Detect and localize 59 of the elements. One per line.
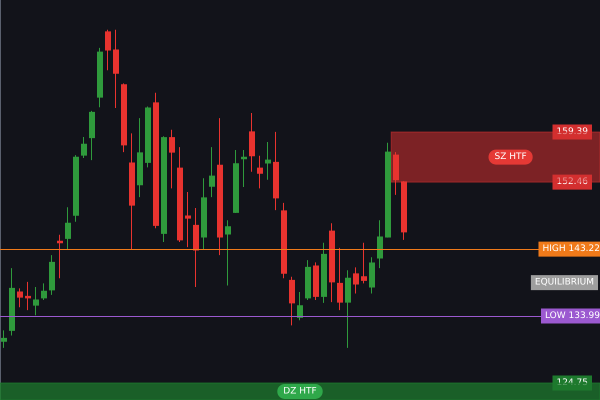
candlestick [185, 192, 191, 248]
candlestick [369, 256, 375, 294]
candlestick [145, 106, 151, 168]
band-label: DZ HTF [283, 386, 317, 396]
candlestick [49, 254, 55, 296]
candlestick [137, 118, 143, 198]
candlestick [281, 202, 287, 279]
y-tick-label: 124.75 [556, 378, 588, 388]
candlestick [345, 270, 351, 348]
candlestick [169, 129, 175, 189]
candlestick [25, 281, 31, 311]
candlestick [249, 112, 255, 172]
y-tick-label: 159.39 [556, 126, 588, 137]
annotation: EQUILIBRIUM [534, 278, 594, 288]
candlestick [193, 207, 199, 288]
candlestick [377, 220, 383, 269]
candlestick [57, 234, 63, 279]
candlestick [297, 292, 303, 321]
candlestick [321, 242, 327, 304]
candlestick [217, 118, 223, 256]
candlestick [33, 286, 39, 316]
ref-line-label: HIGH 143.22 [542, 244, 600, 254]
y-tick-label: 152.46 [556, 177, 588, 188]
candlestick [393, 152, 399, 196]
candlestick [121, 82, 127, 153]
band-label: SZ HTF [494, 152, 527, 162]
candlestick [65, 206, 71, 250]
candlestick [209, 146, 215, 198]
candlestick [105, 29, 111, 71]
candlestick [73, 154, 79, 222]
candlestick [313, 262, 319, 300]
candlestick [41, 282, 47, 300]
candlestick [177, 146, 183, 243]
candlestick [385, 142, 391, 238]
candlestick [241, 150, 247, 188]
candlestick [89, 110, 95, 161]
candlestick [225, 220, 231, 286]
candlestick [81, 136, 87, 158]
candlestick [9, 268, 15, 336]
candlestick [401, 180, 407, 240]
candlestick [1, 330, 7, 348]
candlestick [97, 47, 103, 108]
candlestick [353, 266, 359, 294]
candlestick [153, 92, 159, 229]
candlestick [113, 29, 119, 108]
candlestick [257, 155, 263, 189]
candlestick [161, 136, 167, 243]
candlestick [129, 132, 135, 250]
candlestick [361, 242, 367, 284]
candlestick [289, 276, 295, 326]
candlestick [233, 150, 239, 214]
candlestick [337, 247, 343, 311]
candlestick [329, 222, 335, 303]
candlestick [305, 260, 311, 300]
candlestick [265, 142, 271, 180]
ref-line-label: LOW 133.99 [544, 311, 600, 322]
candlestick [17, 288, 23, 308]
candlestick [273, 131, 279, 211]
candlestick [201, 178, 207, 250]
